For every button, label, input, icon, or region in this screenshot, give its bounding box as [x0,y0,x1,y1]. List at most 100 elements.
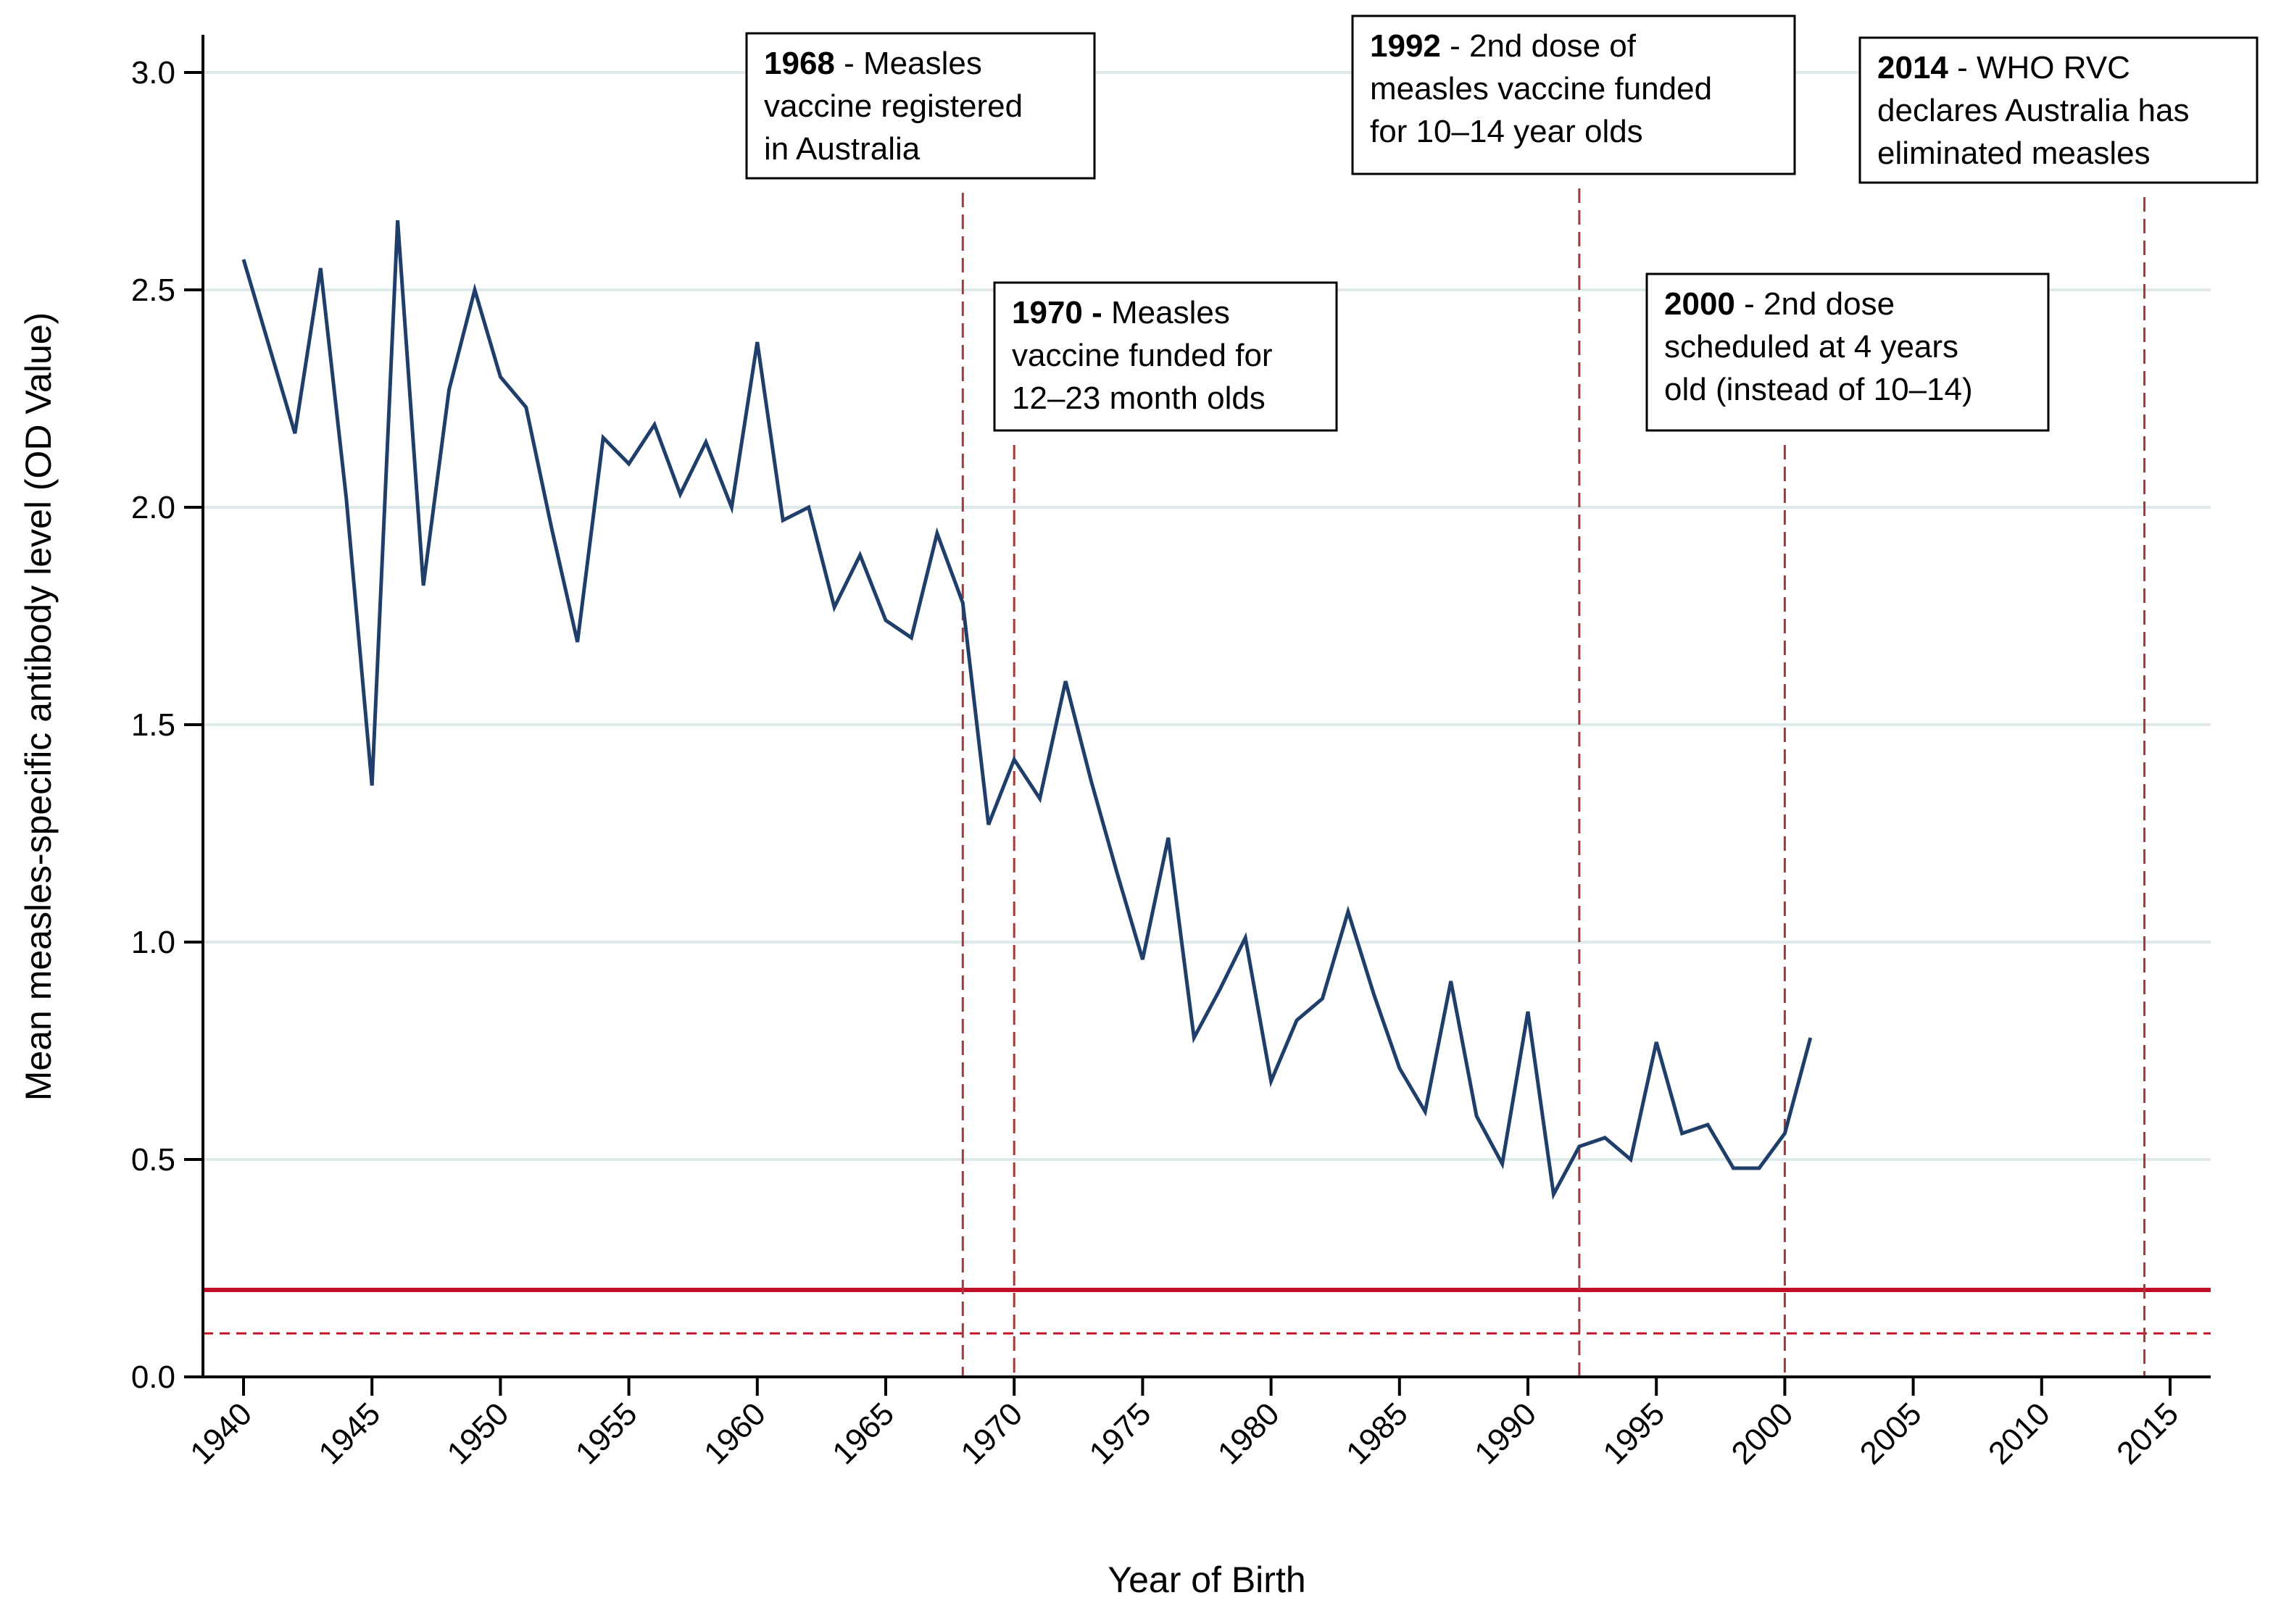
data-point-1995 [1655,1041,1658,1044]
y-ticks: 0.0 0.5 1.0 1.5 2.0 2.5 3.0 [131,55,203,1395]
annotation-box-2000 [1645,272,2050,432]
x-tick-label-2010: 2010 [1982,1396,2057,1471]
series-line-0 [241,220,1813,1200]
data-point-1982 [1321,997,1324,1001]
data-point-1948 [447,388,451,392]
y-tick-label-0.5: 0.5 [131,1142,175,1178]
y-tick-label-1.0: 1.0 [131,925,175,960]
threshold-lines [203,1288,2211,1335]
annotation-year: 2014 [1877,50,1948,86]
x-tick-label-1955: 1955 [569,1396,644,1471]
annotation-line-2: vaccine registered [764,88,1023,124]
annotation-year: 1968 [764,46,835,81]
x-tick-label-1960: 1960 [697,1396,773,1471]
annotation-box-1992 [1351,14,1796,175]
annotation-line-2: measles vaccine funded [1370,71,1712,107]
y-tick-label-1.5: 1.5 [131,707,175,743]
data-point-1999 [1757,1167,1761,1170]
annotation-rest: - WHO RVC [1948,50,2130,86]
data-point-2000 [1783,1132,1787,1136]
series-antibody [241,219,1813,1200]
data-point-1946 [396,219,399,222]
data-point-1968 [961,601,965,605]
x-tick-label-2000: 2000 [1725,1396,1800,1471]
data-point-1991 [1552,1193,1555,1196]
data-point-1992 [1577,1145,1581,1149]
data-point-1977 [1192,1036,1196,1040]
y-tick-label-2.5: 2.5 [131,272,175,308]
data-point-1962 [807,506,810,509]
data-point-1943 [319,267,323,270]
annotation-line-1: 1970 - Measles [1012,295,1230,330]
annotation-line-3: old (instead of 10–14) [1664,372,1973,407]
data-point-1958 [704,441,707,444]
data-point-1983 [1346,910,1350,914]
x-tick-label-1990: 1990 [1468,1396,1543,1471]
axes [201,35,2211,1378]
data-point-1956 [653,423,657,427]
data-point-1954 [602,436,605,440]
x-tick-label-1945: 1945 [312,1396,387,1471]
data-point-1965 [884,619,888,622]
data-point-1949 [473,288,476,292]
data-point-1976 [1166,836,1170,840]
event-annotations: 1968 - Measles vaccine registered in Austr… [745,14,2259,432]
data-point-1964 [858,554,862,557]
data-point-1944 [344,497,348,501]
data-point-1979 [1244,936,1247,940]
data-point-2001 [1808,1036,1812,1040]
data-point-1987 [1449,980,1453,983]
x-tick-label-1985: 1985 [1339,1396,1415,1471]
data-point-1960 [755,341,759,344]
x-tick-label-1950: 1950 [441,1396,516,1471]
x-axis-title: Year of Birth [1108,1560,1305,1600]
annotation-year: 2000 [1664,286,1735,322]
annotation-line-3: eliminated measles [1877,136,2151,171]
annotation-line-3: for 10–14 year olds [1370,114,1643,149]
annotation-rest: - Measles [835,46,982,81]
y-tick-label-0.0: 0.0 [131,1359,175,1395]
data-point-1942 [293,432,296,436]
data-point-1981 [1295,1019,1299,1023]
annotation-2014: 2014 - WHO RVC declares Australia has elim… [1858,36,2259,184]
x-tick-label-2005: 2005 [1853,1396,1929,1471]
event-lines [961,188,2146,1377]
data-point-1993 [1603,1136,1607,1140]
annotation-box-1970 [993,281,1338,432]
data-point-1986 [1424,1110,1427,1114]
data-point-1953 [576,641,579,644]
annotation-1968: 1968 - Measles vaccine registered in Austr… [745,32,1096,180]
data-point-1947 [422,584,425,588]
data-point-1994 [1629,1158,1632,1162]
y-tick-label-3.0: 3.0 [131,55,175,91]
data-point-1988 [1475,1115,1479,1118]
data-point-1957 [678,493,682,496]
annotation-line-1: 2000 - 2nd dose [1664,286,1895,322]
data-point-1950 [499,375,502,379]
data-point-1989 [1500,1162,1504,1166]
x-tick-label-2015: 2015 [2110,1396,2185,1471]
data-point-1985 [1397,1067,1401,1070]
annotation-rest: - 2nd dose of [1441,28,1637,64]
annotation-rest: - 2nd dose [1735,286,1895,322]
data-point-1967 [935,532,939,536]
x-tick-label-1965: 1965 [826,1396,901,1471]
annotation-year: 1992 [1370,28,1441,64]
x-tick-label-1970: 1970 [954,1396,1029,1471]
data-point-1996 [1680,1132,1684,1136]
data-point-1974 [1115,871,1118,875]
grid-lines [203,71,2211,1161]
y-axis-title: Mean measles-specific antibody level (OD… [18,312,59,1101]
annotation-1970: 1970 - Measles vaccine funded for 12–23 mo… [993,281,1338,432]
data-point-1980 [1269,1080,1273,1083]
data-point-1997 [1706,1123,1710,1127]
annotation-line-1: 1992 - 2nd dose of [1370,28,1637,64]
annotation-2000: 2000 - 2nd dose scheduled at 4 years old (… [1645,272,2050,432]
annotation-line-2: scheduled at 4 years [1664,329,1958,365]
data-point-1959 [730,506,734,509]
data-point-1945 [370,784,374,788]
annotation-box-1968 [745,32,1096,180]
y-tick-label-2.0: 2.0 [131,490,175,525]
annotation-line-1: 2014 - WHO RVC [1877,50,2130,86]
